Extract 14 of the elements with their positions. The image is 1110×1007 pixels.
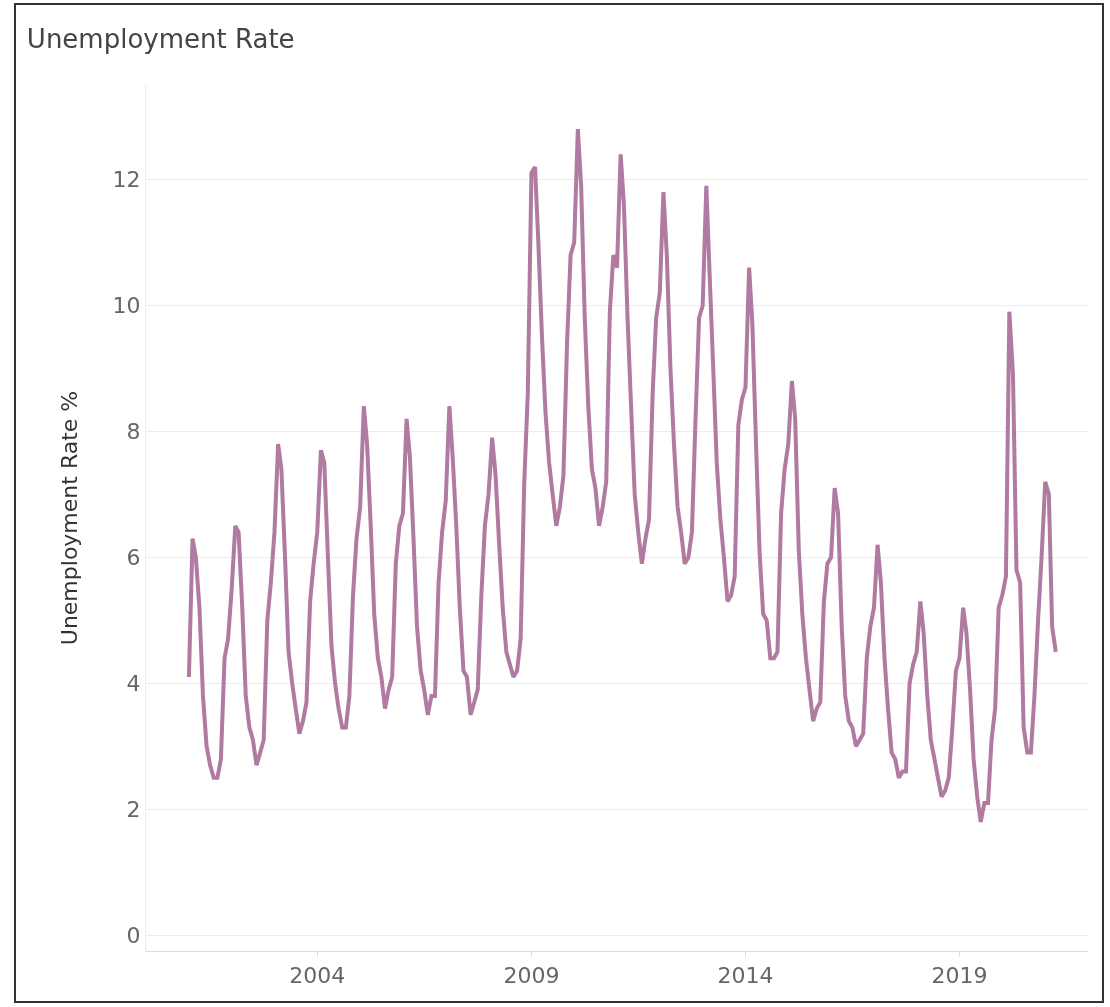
y-tick-label: 2 [126,796,141,822]
x-tick-label: 2004 [289,963,346,989]
y-tick-label: 4 [126,671,141,697]
y-tick-label: 10 [112,293,141,319]
y-tick-label: 0 [126,922,141,948]
y-tick-label: 8 [126,419,141,445]
x-tick-label: 2019 [931,963,988,989]
x-tick-label: 2014 [717,963,774,989]
y-tick-label: 12 [112,167,141,193]
y-tick-label: 6 [126,545,141,571]
chart-title: Unemployment Rate [26,24,295,55]
y-axis-title: Unemployment Rate % [57,390,83,646]
x-tick-label: 2009 [503,963,560,989]
line-series [186,127,1058,824]
